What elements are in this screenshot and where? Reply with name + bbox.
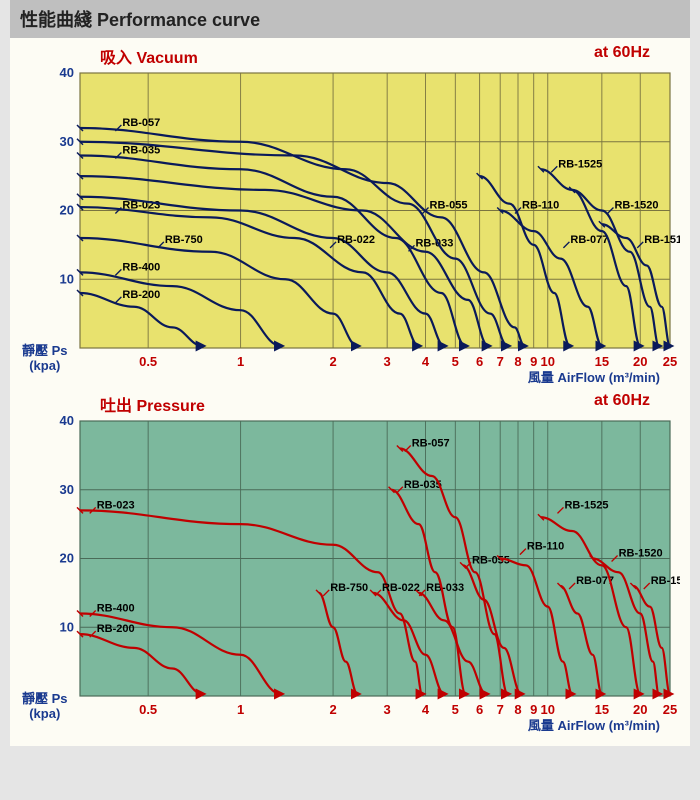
svg-text:RB-750: RB-750: [330, 582, 368, 594]
svg-text:RB-057: RB-057: [412, 438, 450, 450]
svg-text:5: 5: [452, 702, 459, 717]
svg-text:30: 30: [60, 482, 74, 497]
svg-text:RB-1525: RB-1525: [558, 158, 602, 170]
svg-text:RB-1525: RB-1525: [564, 499, 608, 511]
svg-text:RB-057: RB-057: [122, 117, 160, 129]
svg-text:4: 4: [422, 354, 430, 369]
svg-text:2: 2: [329, 702, 336, 717]
svg-text:RB-022: RB-022: [337, 234, 375, 246]
pressure-chart: 吐出 Pressure at 60Hz 102030400.5123456789…: [20, 392, 680, 736]
pressure-svg: 102030400.512345678910152025RB-200RB-400…: [20, 416, 680, 736]
svg-text:10: 10: [60, 619, 74, 634]
svg-text:1: 1: [237, 702, 244, 717]
page: 性能曲綫 Performance curve 吸入 Vacuum at 60Hz…: [10, 0, 690, 746]
vacuum-titles: 吸入 Vacuum at 60Hz: [20, 44, 680, 68]
svg-text:10: 10: [60, 271, 74, 286]
svg-text:RB-110: RB-110: [527, 541, 564, 553]
svg-text:RB-1520: RB-1520: [614, 200, 658, 212]
svg-text:RB-200: RB-200: [97, 623, 135, 635]
svg-text:0.5: 0.5: [139, 354, 157, 369]
svg-text:RB-1515: RB-1515: [644, 234, 680, 246]
svg-text:RB-200: RB-200: [122, 289, 160, 301]
svg-text:RB-1520: RB-1520: [619, 548, 663, 560]
svg-text:30: 30: [60, 134, 74, 149]
vacuum-ylabel: 靜壓 Ps(kpa): [22, 343, 68, 374]
svg-text:7: 7: [497, 354, 504, 369]
svg-text:25: 25: [663, 354, 677, 369]
svg-text:20: 20: [60, 203, 74, 218]
svg-text:1: 1: [237, 354, 244, 369]
svg-text:40: 40: [60, 68, 74, 80]
svg-text:RB-033: RB-033: [426, 582, 464, 594]
svg-text:RB-055: RB-055: [430, 200, 468, 212]
svg-text:6: 6: [476, 702, 483, 717]
svg-text:RB-1515: RB-1515: [651, 575, 680, 587]
svg-text:RB-055: RB-055: [472, 554, 510, 566]
vacuum-title-right: at 60Hz: [594, 44, 650, 68]
svg-text:0.5: 0.5: [139, 702, 157, 717]
svg-text:RB-750: RB-750: [165, 234, 203, 246]
svg-text:RB-022: RB-022: [382, 582, 420, 594]
pressure-titles: 吐出 Pressure at 60Hz: [20, 392, 680, 416]
vacuum-title-left: 吸入 Vacuum: [100, 44, 198, 68]
pressure-title-left: 吐出 Pressure: [100, 392, 205, 416]
svg-text:20: 20: [60, 551, 74, 566]
svg-text:8: 8: [514, 354, 521, 369]
svg-text:7: 7: [497, 702, 504, 717]
page-title: 性能曲綫 Performance curve: [10, 0, 690, 38]
svg-text:8: 8: [514, 702, 521, 717]
svg-text:RB-033: RB-033: [415, 237, 453, 249]
svg-text:RB-400: RB-400: [122, 261, 160, 273]
svg-text:RB-400: RB-400: [97, 603, 135, 615]
svg-text:4: 4: [422, 702, 430, 717]
pressure-title-right: at 60Hz: [594, 392, 650, 416]
svg-text:RB-077: RB-077: [570, 234, 608, 246]
svg-text:6: 6: [476, 354, 483, 369]
pressure-ylabel: 靜壓 Ps(kpa): [22, 691, 68, 722]
svg-text:3: 3: [384, 702, 391, 717]
pressure-xlabel: 風量 AirFlow (m³/min): [528, 715, 660, 734]
vacuum-chart: 吸入 Vacuum at 60Hz 102030400.512345678910…: [20, 44, 680, 388]
svg-text:5: 5: [452, 354, 459, 369]
svg-text:25: 25: [663, 702, 677, 717]
svg-text:40: 40: [60, 416, 74, 428]
svg-text:2: 2: [329, 354, 336, 369]
vacuum-xlabel: 風量 AirFlow (m³/min): [528, 367, 660, 386]
vacuum-svg: 102030400.512345678910152025RB-200RB-400…: [20, 68, 680, 388]
svg-text:RB-023: RB-023: [97, 499, 135, 511]
svg-text:3: 3: [384, 354, 391, 369]
svg-text:RB-110: RB-110: [522, 200, 559, 212]
